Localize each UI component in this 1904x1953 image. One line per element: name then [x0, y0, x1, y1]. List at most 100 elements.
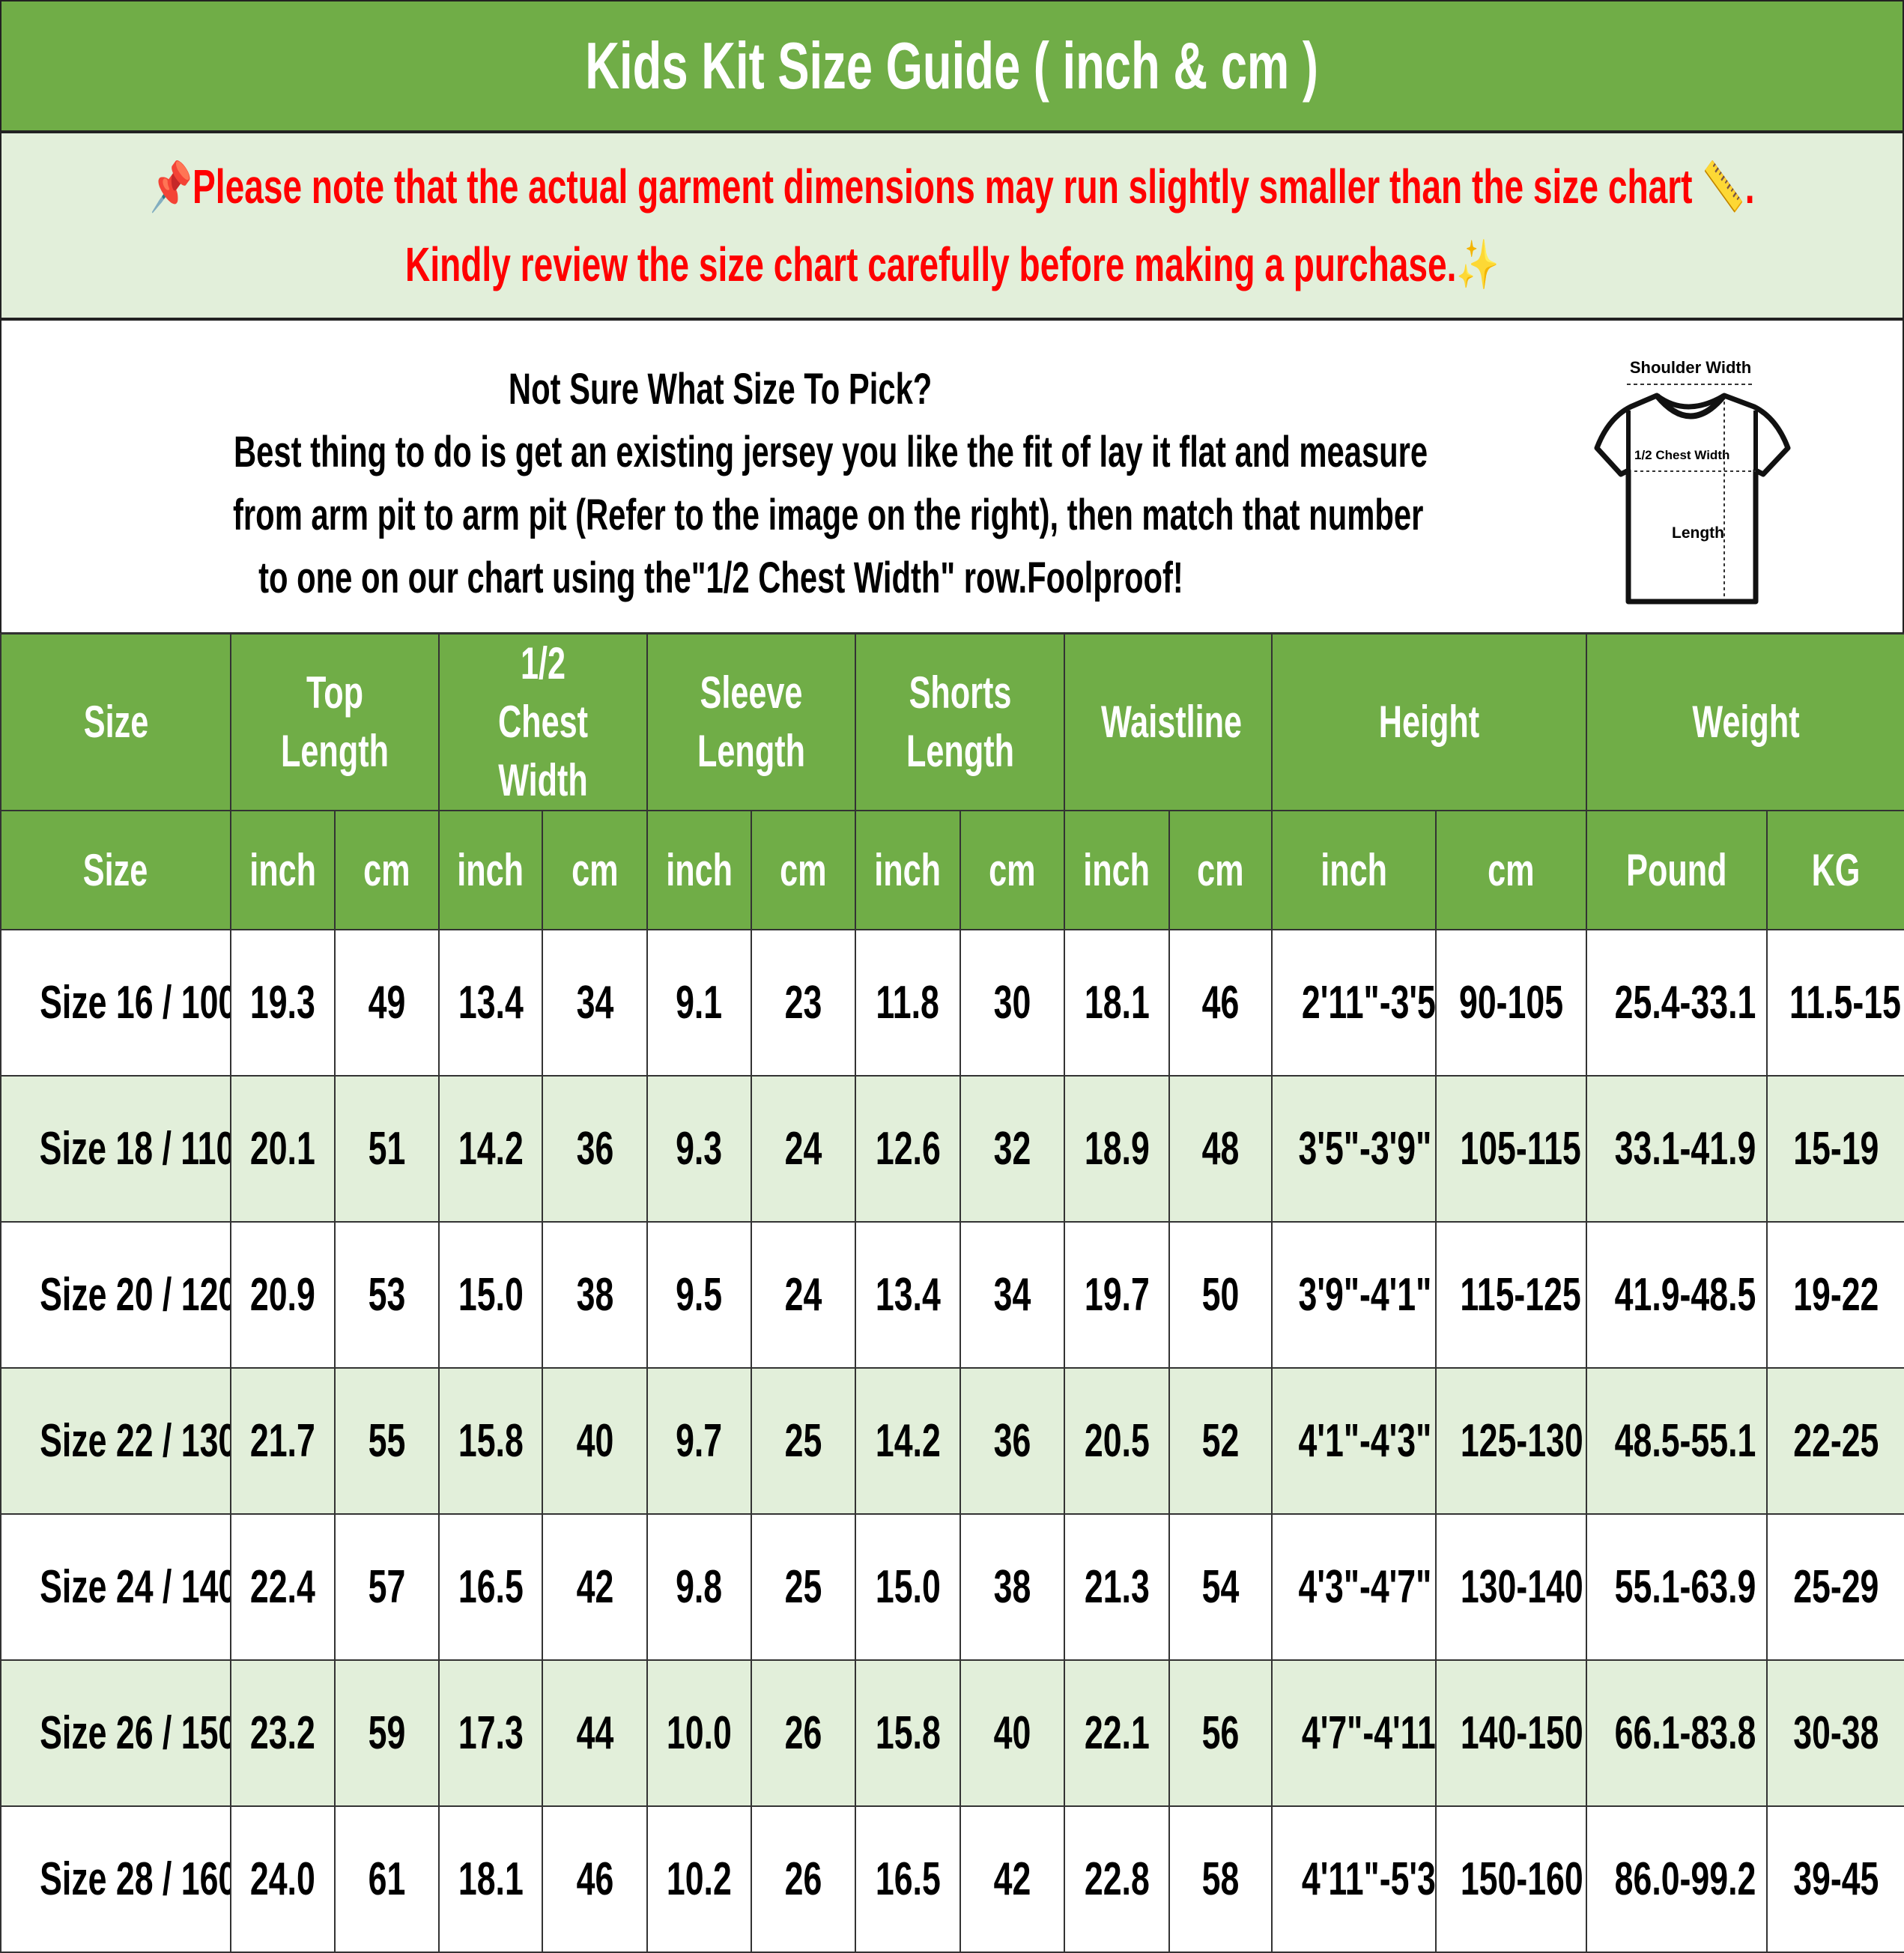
group-header: 1/2 Chest Width: [438, 633, 648, 811]
table-cell: 18.1: [438, 1805, 543, 1953]
table-cell: 59: [334, 1659, 440, 1807]
cell-value: 9.3: [676, 1123, 723, 1175]
table-cell: 2'11"-3'5": [1271, 929, 1437, 1077]
cell-value: 14.2: [458, 1123, 524, 1175]
unit-header: inch: [1271, 810, 1437, 930]
unit-header: KG: [1766, 810, 1904, 930]
cell-value: 53: [368, 1269, 406, 1321]
table-cell: 24: [751, 1221, 856, 1369]
group-header-label: Weight: [1691, 697, 1800, 747]
group-header-label: Shorts Length: [906, 667, 1014, 776]
cell-value: 15-19: [1792, 1123, 1879, 1175]
table-cell: 140-150: [1435, 1659, 1587, 1807]
table-cell: 42: [542, 1513, 648, 1661]
table-cell: 39-45: [1766, 1805, 1904, 1953]
notice-banner: 📌Please note that the actual garment dim…: [0, 132, 1904, 319]
sparkles-icon: ✨: [1456, 237, 1500, 291]
cell-value: 24.0: [250, 1853, 315, 1905]
table-cell: 48: [1168, 1075, 1273, 1223]
table-cell: 14.2: [855, 1367, 961, 1515]
unit-header-label: Pound: [1626, 844, 1727, 895]
cell-value: 26: [784, 1853, 822, 1905]
unit-header-label: cm: [1197, 844, 1244, 895]
table-cell: 15-19: [1766, 1075, 1904, 1223]
cell-value: 9.1: [676, 977, 723, 1029]
cell-value: 32: [993, 1123, 1031, 1175]
cell-value: 18.1: [458, 1853, 524, 1905]
unit-header: cm: [959, 810, 1065, 930]
cell-value: 18.1: [1084, 977, 1150, 1029]
table-cell: 12.6: [855, 1075, 961, 1223]
cell-value: 20.1: [250, 1123, 315, 1175]
cell-value: 15.0: [458, 1269, 524, 1321]
table-cell: 17.3: [438, 1659, 543, 1807]
table-cell: 9.5: [646, 1221, 752, 1369]
unit-header-label: inch: [874, 844, 942, 895]
table-cell: Size 26 / 150: [0, 1659, 231, 1807]
table-cell: 9.3: [646, 1075, 752, 1223]
table-cell: 22.1: [1064, 1659, 1170, 1807]
group-header-label: 1/2 Chest Width: [497, 638, 589, 805]
cell-value: 15.0: [875, 1561, 941, 1613]
table-cell: 48.5-55.1: [1586, 1367, 1768, 1515]
cell-value: 115-125: [1460, 1269, 1581, 1321]
cell-value: 38: [993, 1561, 1031, 1613]
unit-header-label: inch: [1083, 844, 1150, 895]
table-cell: 4'3"-4'7": [1271, 1513, 1437, 1661]
table-cell: 23.2: [230, 1659, 336, 1807]
table-cell: Size 22 / 130: [0, 1367, 231, 1515]
table-row: Size 18 / 110 20.1 51 14.2 36 9.3 24 12.6 32 18.9…: [0, 1075, 1904, 1223]
group-header-label: Sleeve Length: [697, 667, 805, 776]
table-cell: 33.1-41.9: [1586, 1075, 1768, 1223]
cell-value: 21.7: [250, 1415, 315, 1467]
group-header: Weight: [1586, 633, 1904, 811]
table-cell: Size 18 / 110: [0, 1075, 231, 1223]
table-cell: 23: [751, 929, 856, 1077]
table-cell: 15.8: [855, 1659, 961, 1807]
cell-value: 22.4: [250, 1561, 315, 1613]
group-header-row: Size Top Length 1/2 Chest Width Sleeve Leng…: [0, 633, 1904, 811]
cell-value: 33.1-41.9: [1614, 1123, 1756, 1175]
cell-value: 15.8: [458, 1415, 524, 1467]
table-cell: 25.4-33.1: [1586, 929, 1768, 1077]
unit-header-label: inch: [457, 844, 524, 895]
table-row: Size 28 / 160 24.0 61 18.1 46 10.2 26 16.5 42 22.…: [0, 1805, 1904, 1953]
cell-value: 19.3: [250, 977, 315, 1029]
table-cell: 13.4: [855, 1221, 961, 1369]
table-cell: Size 20 / 120: [0, 1221, 231, 1369]
table-cell: 9.8: [646, 1513, 752, 1661]
cell-value: 11.5-15: [1789, 977, 1901, 1029]
table-cell: 20.9: [230, 1221, 336, 1369]
cell-value: Size 18 / 110: [39, 1123, 231, 1175]
cell-value: 10.2: [667, 1853, 732, 1905]
table-cell: 15.0: [855, 1513, 961, 1661]
unit-header-label: cm: [780, 844, 827, 895]
unit-header: cm: [1168, 810, 1273, 930]
unit-header: inch: [230, 810, 336, 930]
table-cell: 40: [959, 1659, 1065, 1807]
unit-header-label: inch: [1321, 844, 1387, 895]
cell-value: 42: [576, 1561, 613, 1613]
unit-header-label: KG: [1811, 844, 1861, 895]
unit-header: cm: [1435, 810, 1587, 930]
group-header: Height: [1271, 633, 1587, 811]
table-cell: 56: [1168, 1659, 1273, 1807]
cell-value: 22.8: [1084, 1853, 1150, 1905]
table-cell: 38: [959, 1513, 1065, 1661]
cell-value: 42: [993, 1853, 1031, 1905]
table-cell: 10.2: [646, 1805, 752, 1953]
info-section: Not Sure What Size To Pick? Best thing t…: [0, 319, 1904, 634]
table-cell: 26: [751, 1805, 856, 1953]
cell-value: 54: [1201, 1561, 1240, 1613]
cell-value: 19-22: [1792, 1269, 1879, 1321]
cell-value: Size 20 / 120: [40, 1269, 231, 1321]
unit-header-label: cm: [989, 844, 1036, 895]
table-cell: 25: [751, 1513, 856, 1661]
cell-value: 140-150: [1460, 1707, 1583, 1759]
cell-value: 25.4-33.1: [1614, 977, 1756, 1029]
cell-value: 58: [1201, 1853, 1240, 1905]
cell-value: 3'5"-3'9": [1298, 1123, 1432, 1175]
table-cell: 125-130: [1435, 1367, 1587, 1515]
cell-value: 30: [993, 977, 1031, 1029]
table-cell: 19.7: [1064, 1221, 1170, 1369]
